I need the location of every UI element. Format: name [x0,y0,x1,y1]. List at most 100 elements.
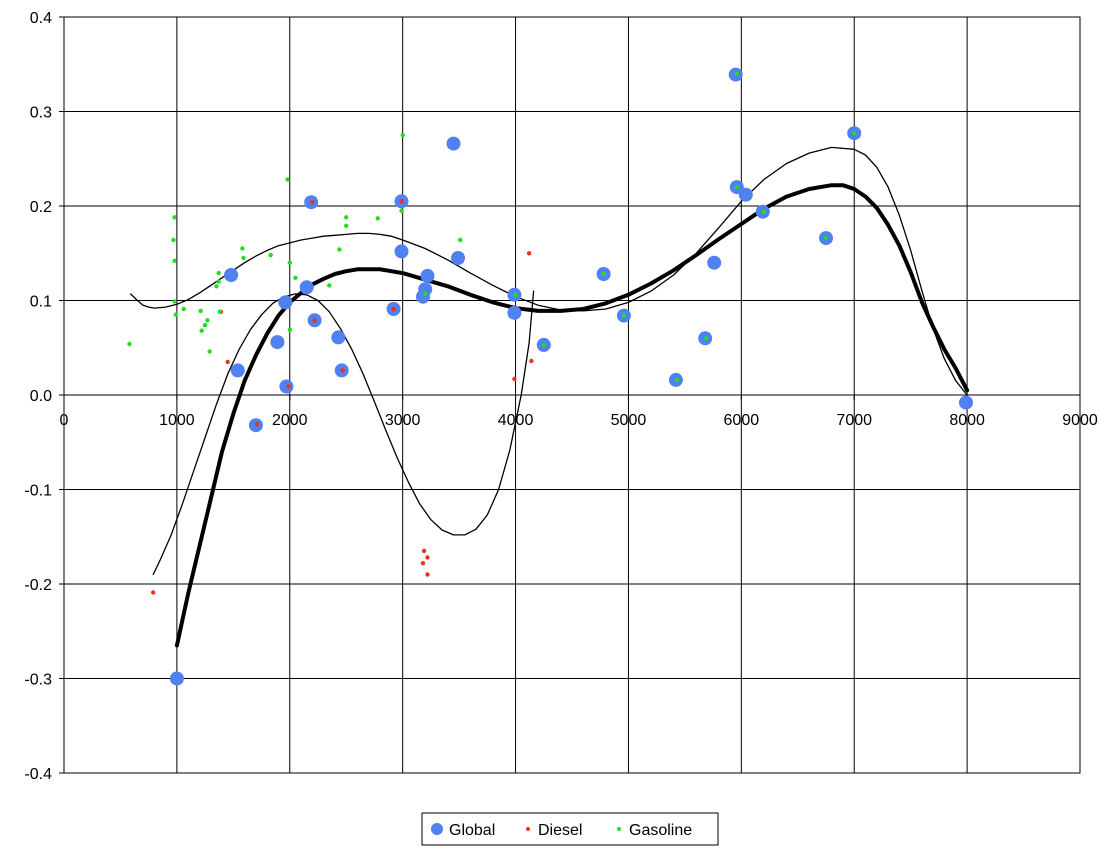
point-gasoline [173,312,178,317]
point-diesel [420,561,426,566]
point-gasoline [293,275,298,280]
point-global [270,335,285,350]
point-gasoline [337,247,342,252]
y-tick-label: -0.3 [24,672,52,689]
x-tick-label: 3000 [385,412,421,429]
point-gasoline [734,184,739,190]
point-global [446,136,461,151]
point-gasoline [674,377,680,383]
point-gasoline [734,71,739,76]
point-gasoline [285,177,290,182]
trendline-thick [174,183,970,648]
point-gasoline [287,327,292,332]
legend-label-global: Global [449,822,495,839]
point-global [230,363,245,378]
point-gasoline [327,283,332,288]
point-gasoline [202,322,208,328]
point-diesel [286,384,291,389]
point-gasoline [172,299,177,304]
trendline-layer [129,146,970,648]
point-diesel [151,590,156,595]
legend-marker-diesel [526,827,530,831]
point-gasoline [400,132,405,138]
y-tick-label: 0.2 [30,199,52,216]
point-gasoline [172,258,177,263]
point-gasoline [216,270,221,276]
point-global [418,282,433,297]
point-gasoline [207,349,212,354]
point-gasoline [601,271,606,277]
legend-label-diesel: Diesel [538,822,582,839]
y-tick-label: -0.1 [24,483,52,500]
point-diesel [529,358,534,364]
y-tick-label: 0.1 [30,294,52,311]
point-gasoline [205,318,210,323]
x-tick-label: 5000 [611,412,647,429]
point-diesel [512,376,517,382]
legend-label-gasoline: Gasoline [629,822,692,839]
x-tick-label: 1000 [159,412,195,429]
point-gasoline [621,313,627,318]
point-global [707,255,722,270]
point-diesel [310,200,315,205]
point-diesel [421,548,427,554]
point-gasoline [513,292,518,297]
x-tick-label: 8000 [949,412,985,429]
point-gasoline [344,223,349,228]
point-diesel [425,555,430,560]
legend: Global Diesel Gasoline [421,812,719,846]
point-global [299,280,314,295]
point-global [507,305,522,320]
point-gasoline [198,308,203,314]
point-gasoline [214,284,219,289]
y-tick-label: 0.0 [30,388,52,405]
point-global [278,295,293,310]
legend-marker-global [431,823,443,835]
y-tick-label: 0.3 [30,105,52,122]
point-diesel [425,572,430,577]
point-global [224,268,239,282]
point-diesel [225,359,230,365]
point-diesel [391,306,396,312]
trendline-thin [152,290,535,576]
x-tick-label: 0 [60,412,69,429]
point-gasoline [375,216,380,221]
point-gasoline [217,309,222,314]
point-diesel [312,318,317,323]
point-global [169,671,184,686]
point-global [420,268,435,283]
x-tick-label: 2000 [272,412,308,429]
axis-layer: 0 1000 2000 3000 4000 5000 6000 7000 8000 90000.4… [24,10,1097,783]
point-global [451,251,465,265]
point-diesel [399,199,404,204]
point-gasoline [852,131,857,136]
points-layer [127,67,973,686]
point-gasoline [199,328,204,333]
point-gasoline [268,252,273,258]
point-gasoline [241,255,246,261]
point-gasoline [823,235,829,241]
point-diesel [340,368,345,373]
point-gasoline [761,209,767,214]
point-diesel [526,251,532,256]
point-global [279,379,294,394]
point-global [738,187,753,202]
legend-marker-gasoline [617,827,621,831]
point-gasoline [458,237,463,243]
y-tick-label: -0.4 [24,766,52,783]
point-gasoline [423,291,428,297]
point-gasoline [287,260,292,265]
legend-box [421,812,719,846]
point-gasoline [240,246,245,251]
point-gasoline [704,336,709,341]
point-gasoline [399,208,404,213]
x-tick-label: 9000 [1062,412,1098,429]
point-gasoline [181,306,186,312]
point-diesel [254,422,260,427]
point-global [394,244,409,259]
point-gasoline [127,341,132,347]
point-gasoline [172,215,177,220]
x-tick-label: 7000 [836,412,872,429]
